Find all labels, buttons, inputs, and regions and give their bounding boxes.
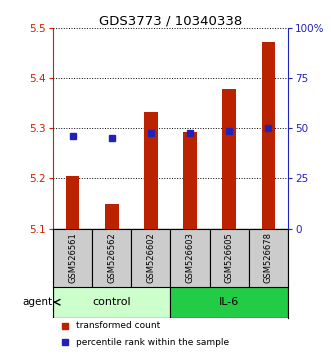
Bar: [261, 42, 275, 229]
Text: agent: agent: [23, 297, 53, 307]
Text: GSM526605: GSM526605: [225, 232, 234, 283]
Bar: [66, 176, 79, 229]
Bar: [170, 287, 288, 318]
Bar: [144, 113, 158, 229]
Text: GSM526678: GSM526678: [264, 232, 273, 283]
Bar: [210, 229, 249, 287]
Text: GSM526562: GSM526562: [107, 232, 116, 283]
Text: GSM526602: GSM526602: [146, 232, 155, 283]
Text: transformed count: transformed count: [76, 321, 161, 330]
Title: GDS3773 / 10340338: GDS3773 / 10340338: [99, 14, 242, 27]
Text: GSM526603: GSM526603: [186, 232, 195, 283]
Bar: [222, 89, 236, 229]
Bar: [53, 229, 92, 287]
Bar: [131, 229, 170, 287]
Bar: [105, 205, 118, 229]
Text: IL-6: IL-6: [219, 297, 239, 307]
Bar: [183, 132, 197, 229]
Text: control: control: [92, 297, 131, 307]
Text: GSM526561: GSM526561: [68, 232, 77, 283]
Bar: [92, 229, 131, 287]
Bar: [53, 287, 170, 318]
Bar: [170, 229, 210, 287]
Bar: [249, 229, 288, 287]
Text: percentile rank within the sample: percentile rank within the sample: [76, 338, 230, 347]
